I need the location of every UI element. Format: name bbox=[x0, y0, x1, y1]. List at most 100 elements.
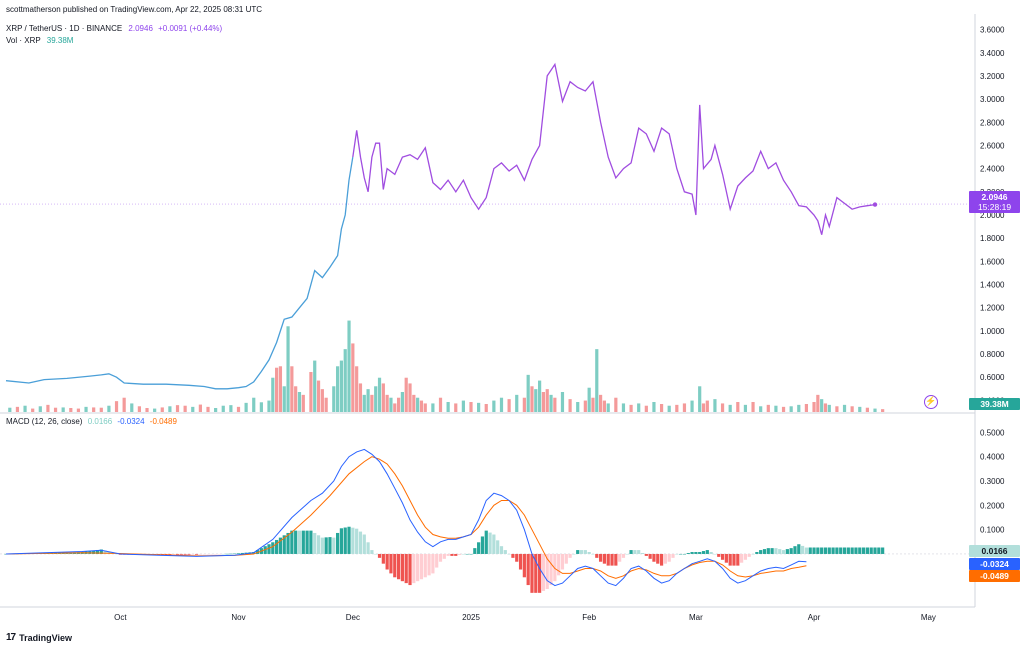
volume-legend[interactable]: Vol · XRP 39.38M bbox=[6, 36, 73, 45]
symbol-price: 2.0946 bbox=[128, 24, 153, 33]
volume-bar bbox=[335, 366, 340, 412]
volume-bar bbox=[865, 407, 869, 412]
macd-histogram-bar bbox=[95, 549, 100, 554]
volume-value: 39.38M bbox=[46, 36, 74, 45]
macd-tick-label: 0.3000 bbox=[980, 477, 1005, 486]
macd-histogram-bar bbox=[637, 550, 641, 554]
symbol-legend[interactable]: XRP / TetherUS · 1D · BINANCE 2.0946 +0.… bbox=[6, 24, 222, 33]
volume-bar bbox=[461, 400, 465, 412]
macd-histogram-bar bbox=[297, 530, 302, 554]
lightning-icon[interactable]: ⚡ bbox=[924, 395, 938, 409]
macd-histogram-bar bbox=[789, 548, 793, 554]
volume-bar bbox=[789, 406, 793, 412]
macd-histogram-bar bbox=[427, 553, 431, 576]
macd-histogram-bar bbox=[294, 530, 298, 554]
macd-histogram-bar bbox=[873, 547, 877, 554]
volume-bar bbox=[682, 403, 687, 412]
volume-bars bbox=[8, 320, 885, 412]
macd-histogram-bar bbox=[221, 553, 225, 555]
volume-bar bbox=[320, 389, 324, 412]
volume-bar bbox=[61, 407, 65, 412]
macd-histogram-bar bbox=[797, 544, 801, 554]
volume-bar bbox=[137, 406, 142, 412]
macd-histogram-bar bbox=[511, 553, 515, 558]
macd-histogram-bar bbox=[396, 553, 401, 580]
volume-bar bbox=[175, 405, 180, 412]
tradingview-logo-icon: 17 bbox=[6, 632, 16, 643]
macd-histogram-bar bbox=[301, 530, 305, 554]
macd-histogram-bar bbox=[92, 550, 96, 554]
macd-histogram-bar bbox=[271, 542, 275, 554]
macd-histogram-bar bbox=[210, 553, 214, 555]
volume-bar bbox=[370, 394, 374, 412]
macd-histogram-bar bbox=[404, 553, 408, 584]
macd-histogram-bar bbox=[309, 530, 313, 554]
macd-histogram-bar bbox=[549, 553, 553, 586]
volume-bar bbox=[214, 408, 218, 412]
macd-histogram-bar bbox=[332, 537, 336, 554]
macd-histogram-bar bbox=[740, 553, 744, 563]
macd-histogram-bar bbox=[553, 553, 557, 582]
macd-histogram-bar bbox=[435, 553, 439, 568]
volume-bar bbox=[675, 404, 679, 412]
price-tick-label: 0.8000 bbox=[980, 350, 1005, 359]
time-tick-label: Dec bbox=[346, 613, 360, 622]
macd-histogram-bar bbox=[755, 552, 759, 554]
macd-histogram-bar bbox=[431, 553, 435, 574]
volume-bar bbox=[598, 394, 603, 412]
macd-histogram-bar bbox=[606, 553, 610, 566]
macd-legend[interactable]: MACD (12, 26, close) 0.0166 -0.0324 -0.0… bbox=[6, 417, 177, 426]
volume-bar bbox=[602, 400, 607, 412]
volume-bar bbox=[206, 406, 210, 412]
macd-histogram-bar bbox=[648, 553, 652, 559]
volume-bar bbox=[282, 386, 286, 412]
macd-signal-value: -0.0489 bbox=[149, 417, 177, 426]
macd-line-tag: -0.0324 bbox=[969, 558, 1020, 570]
macd-histogram-bar bbox=[503, 550, 507, 554]
macd-histogram-bar bbox=[812, 547, 816, 554]
volume-bar bbox=[595, 349, 599, 412]
volume-bar bbox=[99, 407, 103, 412]
volume-bar bbox=[469, 402, 473, 412]
volume-bar bbox=[454, 403, 458, 412]
macd-histogram-bar bbox=[233, 553, 237, 555]
macd-histogram-bar bbox=[564, 553, 568, 564]
volume-bar bbox=[107, 405, 111, 412]
volume-bar bbox=[404, 377, 408, 412]
macd-histogram-bar bbox=[679, 553, 683, 555]
volume-bar bbox=[507, 399, 511, 412]
macd-histogram-bar bbox=[518, 553, 523, 570]
macd-histogram-bar bbox=[858, 547, 862, 554]
price-tag: 2.0946 15:28:19 bbox=[969, 191, 1020, 213]
macd-label: MACD (12, 26, close) bbox=[6, 417, 83, 426]
volume-bar bbox=[294, 386, 298, 412]
macd-histogram-bar bbox=[667, 553, 671, 562]
volume-bar bbox=[804, 404, 809, 412]
volume-bar bbox=[835, 406, 839, 412]
price-tick-label: 2.8000 bbox=[980, 118, 1005, 127]
time-tick-label: Feb bbox=[582, 613, 596, 622]
volume-bar bbox=[259, 402, 263, 412]
macd-histogram-bar bbox=[659, 553, 664, 566]
volume-bar bbox=[416, 397, 420, 412]
volume-bar bbox=[347, 320, 351, 412]
volume-bar bbox=[515, 394, 519, 412]
time-tick-label: May bbox=[921, 613, 936, 622]
volume-bar bbox=[53, 407, 58, 412]
macd-histogram-bar bbox=[614, 553, 618, 566]
footer-brand[interactable]: 17 TradingView bbox=[6, 632, 72, 643]
macd-histogram-bar bbox=[389, 553, 393, 574]
macd-histogram-bar bbox=[781, 550, 786, 554]
macd-histogram-bar bbox=[183, 553, 187, 555]
time-tick-label: Mar bbox=[689, 613, 703, 622]
macd-histogram-bar bbox=[625, 553, 629, 555]
macd-hist-value: 0.0166 bbox=[87, 417, 113, 426]
macd-histogram-bar bbox=[839, 547, 843, 554]
macd-histogram-bar bbox=[881, 547, 885, 554]
macd-histogram-bar bbox=[526, 553, 530, 586]
volume-bar bbox=[873, 408, 877, 412]
macd-histogram-bar bbox=[343, 527, 347, 554]
macd-histogram-bar bbox=[743, 553, 748, 560]
grid-lines bbox=[0, 14, 976, 608]
price-line bbox=[5, 62, 878, 390]
